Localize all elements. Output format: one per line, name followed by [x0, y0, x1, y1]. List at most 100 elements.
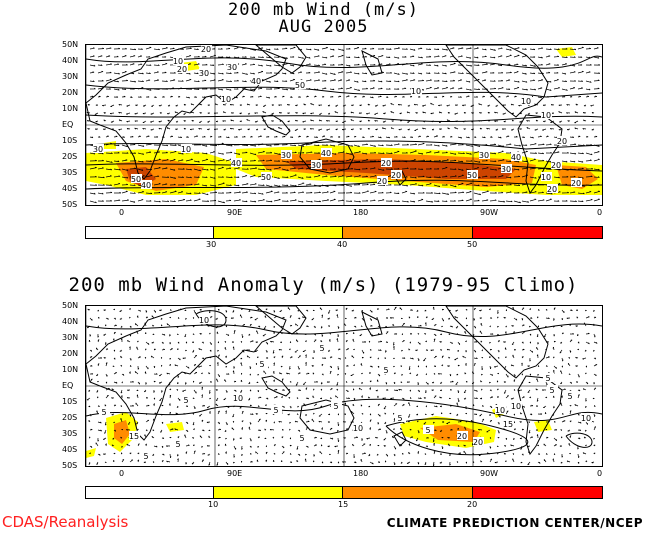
wind-arrow-head: [121, 381, 124, 384]
wind-arrow-head: [302, 151, 305, 154]
wind-arrow-head: [193, 428, 195, 430]
wind-arrow-head: [283, 406, 285, 408]
wind-arrow-head: [342, 129, 344, 131]
wind-arrow-head: [369, 419, 372, 421]
wind-arrow-head: [494, 152, 497, 155]
wind-arrow: [329, 48, 335, 51]
wind-arrow-head: [269, 80, 271, 83]
wind-arrow-head: [478, 145, 481, 147]
wind-arrow-head: [217, 349, 219, 352]
wind-arrow-head: [386, 317, 389, 319]
wind-arrow: [121, 168, 129, 171]
wind-arrow-head: [509, 183, 512, 186]
wind-arrow-head: [461, 199, 464, 201]
wind-arrow-head: [553, 420, 556, 423]
wind-arrow-head: [495, 168, 497, 171]
wind-arrow-head: [307, 135, 309, 138]
wind-arrow: [457, 160, 464, 163]
wind-arrow-head: [133, 184, 136, 186]
wind-arrow-head: [584, 372, 587, 375]
wind-arrow: [537, 72, 544, 75]
wind-arrow-head: [118, 129, 121, 131]
wind-arrow: [113, 160, 120, 162]
wind-arrow-head: [263, 198, 265, 201]
wind-arrow-head: [177, 376, 180, 378]
wind-arrow-head: [557, 48, 560, 50]
wind-arrow-head: [254, 144, 257, 147]
wind-arrow-head: [584, 350, 587, 352]
wind-arrow: [153, 183, 161, 186]
wind-arrow-head: [525, 80, 528, 83]
wind-arrow: [273, 184, 281, 187]
wind-arrow: [153, 79, 159, 82]
wind-arrow-head: [148, 55, 151, 58]
wind-arrow-head: [593, 350, 595, 352]
wind-arrow-head: [144, 332, 147, 335]
wind-arrow-head: [306, 426, 308, 429]
contour-label: 30: [311, 161, 321, 170]
wind-arrow-head: [153, 403, 155, 405]
wind-arrow-head: [591, 112, 594, 114]
wind-arrow-head: [581, 80, 584, 82]
wind-arrow: [217, 72, 224, 75]
contour-label: 40: [321, 149, 331, 158]
wind-arrow-head: [249, 323, 252, 326]
wind-arrow-head: [415, 183, 417, 185]
wind-arrow-head: [398, 129, 401, 131]
wind-arrow: [393, 56, 400, 59]
wind-arrow-head: [142, 128, 145, 130]
wind-arrow-head: [190, 176, 192, 179]
wind-arrow-head: [489, 414, 491, 416]
wind-arrow-head: [598, 64, 601, 66]
wind-arrow-head: [107, 95, 109, 97]
wind-arrow-head: [346, 364, 349, 367]
wind-arrow-head: [243, 95, 245, 97]
wind-arrow: [513, 47, 520, 50]
wind-arrow-head: [125, 159, 128, 161]
wind-arrow-head: [484, 48, 487, 51]
wind-arrow-head: [374, 175, 377, 177]
wind-arrow-head: [111, 397, 113, 399]
wind-arrow-head: [442, 421, 445, 423]
wind-arrow-head: [537, 342, 539, 345]
wind-arrow: [369, 175, 377, 178]
wind-arrow: [281, 176, 289, 178]
wind-arrow-head: [317, 48, 320, 51]
wind-arrow-head: [204, 79, 207, 81]
wind-arrow: [577, 160, 584, 163]
wind-arrow: [169, 144, 177, 146]
wind-arrow-head: [406, 72, 409, 75]
wind-arrow-head: [305, 414, 307, 417]
wind-arrow-head: [473, 362, 476, 365]
wind-arrow-head: [134, 120, 137, 122]
wind-arrow: [361, 190, 369, 194]
wind-arrow: [169, 151, 177, 154]
shaded-region: [556, 47, 576, 57]
wind-arrow-head: [577, 334, 579, 337]
wind-arrow-head: [585, 309, 587, 312]
wind-arrow: [529, 176, 537, 179]
wind-arrow-head: [542, 191, 544, 193]
wind-arrow-head: [377, 422, 380, 425]
wind-arrow-head: [110, 184, 112, 186]
wind-arrow: [417, 63, 423, 66]
wind-arrow: [305, 151, 313, 154]
wind-arrow-head: [183, 128, 186, 130]
wind-arrow: [361, 144, 368, 146]
wind-arrow-head: [549, 80, 552, 83]
wind-arrow-head: [546, 365, 548, 367]
wind-arrow: [177, 191, 183, 194]
wind-arrow-head: [583, 144, 585, 146]
wind-arrow-head: [253, 72, 255, 75]
wind-arrow-head: [437, 167, 440, 170]
wind-arrow: [497, 175, 504, 178]
wind-arrow-head: [589, 81, 592, 83]
wind-arrow-head: [597, 176, 600, 178]
wind-arrow-head: [295, 112, 297, 114]
wind-arrow-head: [342, 421, 345, 423]
wind-arrow: [401, 72, 408, 75]
wind-arrow-head: [206, 445, 209, 447]
wind-arrow-head: [207, 104, 210, 107]
wind-arrow-head: [519, 412, 522, 415]
wind-arrow-head: [259, 429, 261, 432]
